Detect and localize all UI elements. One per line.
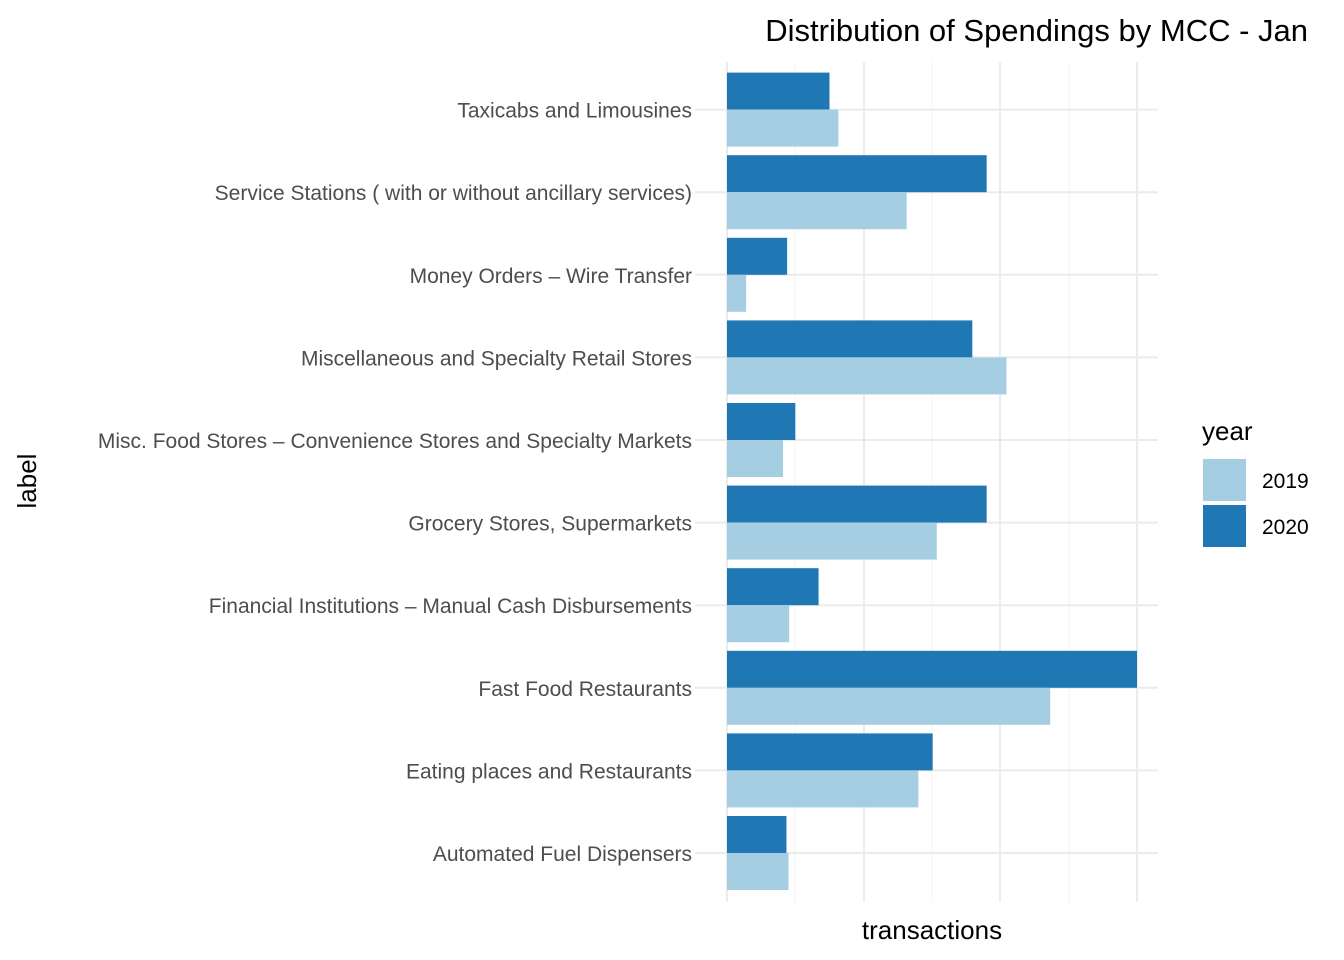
legend-items: 2019 2020 (1203, 459, 1309, 547)
y-tick-label-0: Automated Fuel Dispensers (433, 843, 692, 866)
y-tick-label-2: Fast Food Restaurants (478, 678, 692, 701)
x-axis-title: transactions (862, 915, 1002, 945)
legend-title: year (1202, 416, 1253, 446)
bar-2020-7 (727, 237, 788, 275)
y-tick-label-1: Eating places and Restaurants (406, 760, 692, 783)
y-tick-label-5: Misc. Food Stores – Convenience Stores a… (98, 430, 692, 453)
bar-2019-2 (727, 687, 1051, 725)
legend-label-2019: 2019 (1262, 470, 1309, 493)
bar-2020-0 (727, 816, 787, 853)
legend: year 2019 2020 (1202, 416, 1309, 547)
y-axis-title: label (12, 454, 42, 509)
y-tick-label-4: Grocery Stores, Supermarkets (408, 513, 692, 536)
bar-2019-1 (727, 770, 919, 808)
bar-2019-0 (727, 853, 789, 890)
bar-2020-6 (727, 320, 973, 358)
bar-2020-2 (727, 650, 1137, 688)
chart-title: Distribution of Spendings by MCC - Jan (765, 13, 1308, 48)
y-tick-label-6: Miscellaneous and Specialty Retail Store… (301, 347, 692, 370)
y-tick-label-9: Taxicabs and Limousines (457, 100, 692, 123)
bar-2020-8 (727, 155, 987, 193)
bar-2019-7 (727, 274, 747, 312)
bar-2020-9 (727, 72, 830, 110)
bar-2019-4 (727, 522, 937, 560)
y-tick-labels: Automated Fuel Dispensers Eating places a… (98, 100, 692, 866)
bar-2020-4 (727, 485, 987, 523)
bar-2020-3 (727, 568, 819, 606)
y-tick-label-8: Service Stations ( with or without ancil… (215, 182, 692, 205)
bar-2019-9 (727, 109, 839, 147)
bars-group (727, 72, 1137, 890)
bar-2020-1 (727, 733, 933, 771)
y-tick-label-3: Financial Institutions – Manual Cash Dis… (209, 595, 692, 618)
legend-swatch-2019 (1203, 459, 1246, 501)
y-tick-label-7: Money Orders – Wire Transfer (410, 265, 692, 288)
bar-2019-5 (727, 440, 784, 477)
legend-swatch-2020 (1203, 505, 1246, 547)
bar-2019-3 (727, 605, 790, 643)
legend-label-2020: 2020 (1262, 516, 1309, 539)
bar-2019-6 (727, 357, 1007, 395)
bar-2020-5 (727, 403, 796, 440)
bar-2019-8 (727, 192, 907, 230)
